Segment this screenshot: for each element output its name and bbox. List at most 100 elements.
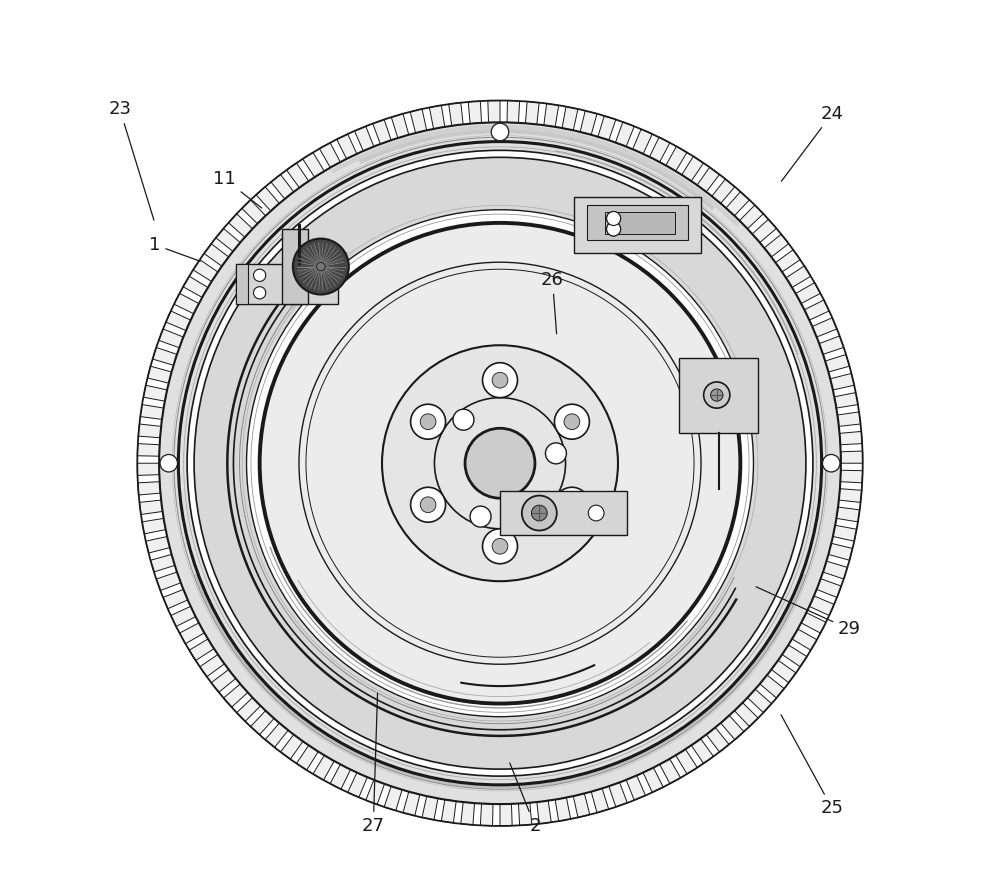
Polygon shape xyxy=(166,311,191,330)
Circle shape xyxy=(465,428,535,498)
Polygon shape xyxy=(174,294,199,314)
Polygon shape xyxy=(296,746,318,770)
Polygon shape xyxy=(833,525,857,541)
Circle shape xyxy=(254,287,266,299)
Polygon shape xyxy=(666,146,687,171)
Circle shape xyxy=(545,443,566,464)
Polygon shape xyxy=(626,775,645,801)
Polygon shape xyxy=(580,111,597,135)
Polygon shape xyxy=(796,282,820,303)
Polygon shape xyxy=(615,122,634,147)
Circle shape xyxy=(607,222,621,236)
Polygon shape xyxy=(139,500,163,515)
Polygon shape xyxy=(282,229,308,304)
Circle shape xyxy=(483,363,517,398)
Text: 23: 23 xyxy=(108,101,154,220)
Circle shape xyxy=(453,409,474,430)
Circle shape xyxy=(607,212,621,225)
Polygon shape xyxy=(825,355,849,372)
Polygon shape xyxy=(237,697,261,721)
Polygon shape xyxy=(776,250,800,272)
Polygon shape xyxy=(809,596,834,615)
Polygon shape xyxy=(143,385,167,401)
Circle shape xyxy=(420,414,436,430)
Polygon shape xyxy=(739,205,763,229)
Polygon shape xyxy=(265,723,288,747)
Circle shape xyxy=(492,372,508,388)
Polygon shape xyxy=(138,424,161,438)
Polygon shape xyxy=(382,345,618,581)
Polygon shape xyxy=(251,711,274,735)
Polygon shape xyxy=(183,276,208,297)
Polygon shape xyxy=(605,212,675,234)
Polygon shape xyxy=(574,197,701,253)
Polygon shape xyxy=(726,191,749,216)
Polygon shape xyxy=(142,518,166,534)
Polygon shape xyxy=(137,444,160,456)
Text: 25: 25 xyxy=(781,715,844,817)
Polygon shape xyxy=(242,200,266,224)
Polygon shape xyxy=(587,205,688,240)
Circle shape xyxy=(522,496,557,531)
Polygon shape xyxy=(193,260,218,281)
Polygon shape xyxy=(747,690,772,712)
Polygon shape xyxy=(216,228,240,252)
Circle shape xyxy=(554,488,589,523)
Polygon shape xyxy=(137,463,159,475)
Polygon shape xyxy=(286,163,309,188)
Polygon shape xyxy=(348,773,367,797)
Circle shape xyxy=(531,505,547,521)
Polygon shape xyxy=(643,767,663,793)
Polygon shape xyxy=(817,579,841,598)
Text: 29: 29 xyxy=(756,586,861,638)
Polygon shape xyxy=(140,405,164,420)
Polygon shape xyxy=(760,675,784,698)
Polygon shape xyxy=(840,432,862,445)
Polygon shape xyxy=(752,219,776,243)
Polygon shape xyxy=(823,561,847,579)
Polygon shape xyxy=(319,142,340,168)
Polygon shape xyxy=(836,507,860,522)
Polygon shape xyxy=(391,114,409,138)
Polygon shape xyxy=(819,336,844,354)
Circle shape xyxy=(588,505,604,521)
Circle shape xyxy=(411,404,446,440)
Polygon shape xyxy=(841,451,863,463)
Polygon shape xyxy=(146,537,170,553)
Polygon shape xyxy=(410,109,427,133)
Polygon shape xyxy=(189,639,214,661)
Circle shape xyxy=(607,212,621,225)
Text: 11: 11 xyxy=(213,170,262,208)
Polygon shape xyxy=(537,801,551,824)
Polygon shape xyxy=(562,107,578,130)
Polygon shape xyxy=(507,101,520,123)
Polygon shape xyxy=(764,234,789,257)
Polygon shape xyxy=(180,623,204,644)
Polygon shape xyxy=(156,572,181,591)
Polygon shape xyxy=(204,244,229,267)
Polygon shape xyxy=(840,470,863,482)
Polygon shape xyxy=(449,102,463,126)
Polygon shape xyxy=(697,167,720,192)
Circle shape xyxy=(564,496,580,512)
Polygon shape xyxy=(260,223,740,704)
Circle shape xyxy=(823,454,840,472)
Polygon shape xyxy=(147,366,172,383)
Polygon shape xyxy=(660,759,681,784)
Polygon shape xyxy=(837,412,861,427)
Polygon shape xyxy=(649,137,670,162)
Circle shape xyxy=(411,488,446,523)
Polygon shape xyxy=(712,179,735,204)
Polygon shape xyxy=(373,120,391,144)
Polygon shape xyxy=(591,788,609,813)
Polygon shape xyxy=(403,792,420,815)
Polygon shape xyxy=(555,798,571,822)
Polygon shape xyxy=(500,804,512,826)
Polygon shape xyxy=(812,318,837,337)
Polygon shape xyxy=(153,347,177,365)
Polygon shape xyxy=(706,727,729,752)
Polygon shape xyxy=(271,175,294,199)
Polygon shape xyxy=(224,683,248,707)
Polygon shape xyxy=(236,264,338,304)
Polygon shape xyxy=(337,134,357,159)
